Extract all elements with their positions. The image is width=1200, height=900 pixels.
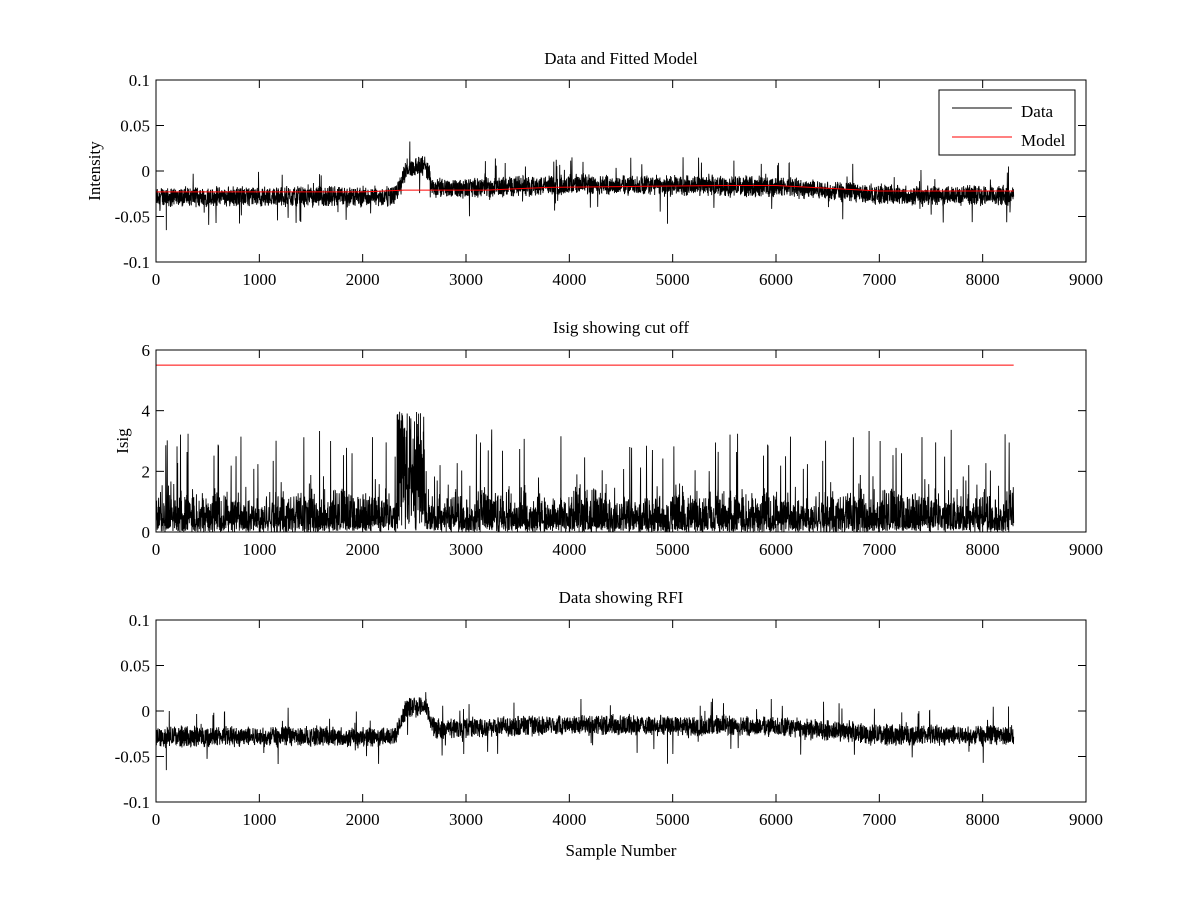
panel-title: Data showing RFI — [559, 588, 684, 607]
y-tick-label: -0.1 — [123, 253, 150, 272]
x-tick-label: 4000 — [552, 270, 586, 289]
y-tick-label: 0 — [142, 523, 151, 542]
plot-area — [155, 141, 1015, 231]
legend-label-data: Data — [1021, 102, 1054, 121]
x-tick-label: 5000 — [656, 270, 690, 289]
x-tick-label: 0 — [152, 270, 161, 289]
x-tick-label: 7000 — [862, 540, 896, 559]
x-tick-label: 3000 — [449, 270, 483, 289]
x-tick-label: 6000 — [759, 810, 793, 829]
panel-isig-showing-cut-off: Isig showing cut off Isig 0 1000 2000 3000 4… — [113, 318, 1103, 559]
x-tick-label: 5000 — [656, 540, 690, 559]
plot-area — [155, 364, 1015, 533]
x-tick-label: 8000 — [966, 540, 1000, 559]
x-tick-label: 2000 — [346, 810, 380, 829]
panel-data-and-fitted-model: Data and Fitted Model Intensity 0 1000 200… — [85, 49, 1103, 289]
y-axis-label: Isig — [113, 428, 132, 454]
y-tick-label: -0.05 — [115, 208, 150, 227]
x-tick-label: 2000 — [346, 270, 380, 289]
y-tick-label: 0.05 — [120, 657, 150, 676]
plot-area — [155, 692, 1015, 771]
series-line-data — [155, 141, 1015, 231]
x-tick-label: 9000 — [1069, 540, 1103, 559]
axes-box — [155, 349, 1087, 533]
y-tick-label: 0 — [142, 162, 151, 181]
x-tick-label: 9000 — [1069, 810, 1103, 829]
x-tick-label: 7000 — [862, 270, 896, 289]
x-tick-label: 2000 — [346, 540, 380, 559]
y-tick-label: 2 — [142, 462, 151, 481]
legend-label-model: Model — [1021, 131, 1066, 150]
x-tick-label: 1000 — [242, 270, 276, 289]
series-line-model — [156, 185, 1014, 193]
x-tick-label: 4000 — [552, 810, 586, 829]
x-tick-label: 3000 — [449, 810, 483, 829]
y-axis-label: Intensity — [85, 141, 104, 201]
y-tick-label: -0.05 — [115, 748, 150, 767]
x-tick-label: 8000 — [966, 810, 1000, 829]
y-tick-label: -0.1 — [123, 793, 150, 812]
legend: Data Model — [938, 89, 1076, 156]
panel-title: Data and Fitted Model — [544, 49, 698, 68]
x-tick-label: 7000 — [862, 810, 896, 829]
axes: 0 1000 2000 3000 4000 5000 6000 7000 8000 9000 -0.… — [115, 71, 1103, 289]
x-tick-label: 5000 — [656, 810, 690, 829]
x-tick-label: 3000 — [449, 540, 483, 559]
series-line-signal — [155, 692, 1015, 771]
x-tick-label: 6000 — [759, 270, 793, 289]
axes: 0 1000 2000 3000 4000 5000 6000 7000 8000 9000 -0.… — [115, 611, 1103, 829]
x-tick-label: 0 — [152, 810, 161, 829]
x-tick-label: 4000 — [552, 540, 586, 559]
x-tick-label: 6000 — [759, 540, 793, 559]
x-tick-label: 0 — [152, 540, 161, 559]
x-axis-label: Sample Number — [566, 841, 677, 860]
x-tick-label: 1000 — [242, 540, 276, 559]
x-tick-label: 9000 — [1069, 270, 1103, 289]
series-line-signal — [155, 411, 1015, 533]
y-tick-label: 0.05 — [120, 117, 150, 136]
legend-box — [938, 89, 1076, 156]
panel-data-showing-rfi: Data showing RFI Sample Number 0 1000 2000… — [115, 588, 1103, 860]
y-tick-label: 6 — [142, 341, 151, 360]
axes: 0 1000 2000 3000 4000 5000 6000 7000 8000 9000 0 2 4… — [142, 341, 1104, 559]
y-tick-label: 0.1 — [129, 611, 150, 630]
y-tick-label: 0.1 — [129, 71, 150, 90]
y-tick-label: 4 — [142, 402, 151, 421]
x-tick-label: 8000 — [966, 270, 1000, 289]
panel-title: Isig showing cut off — [553, 318, 689, 337]
x-tick-label: 1000 — [242, 810, 276, 829]
y-tick-label: 0 — [142, 702, 151, 721]
